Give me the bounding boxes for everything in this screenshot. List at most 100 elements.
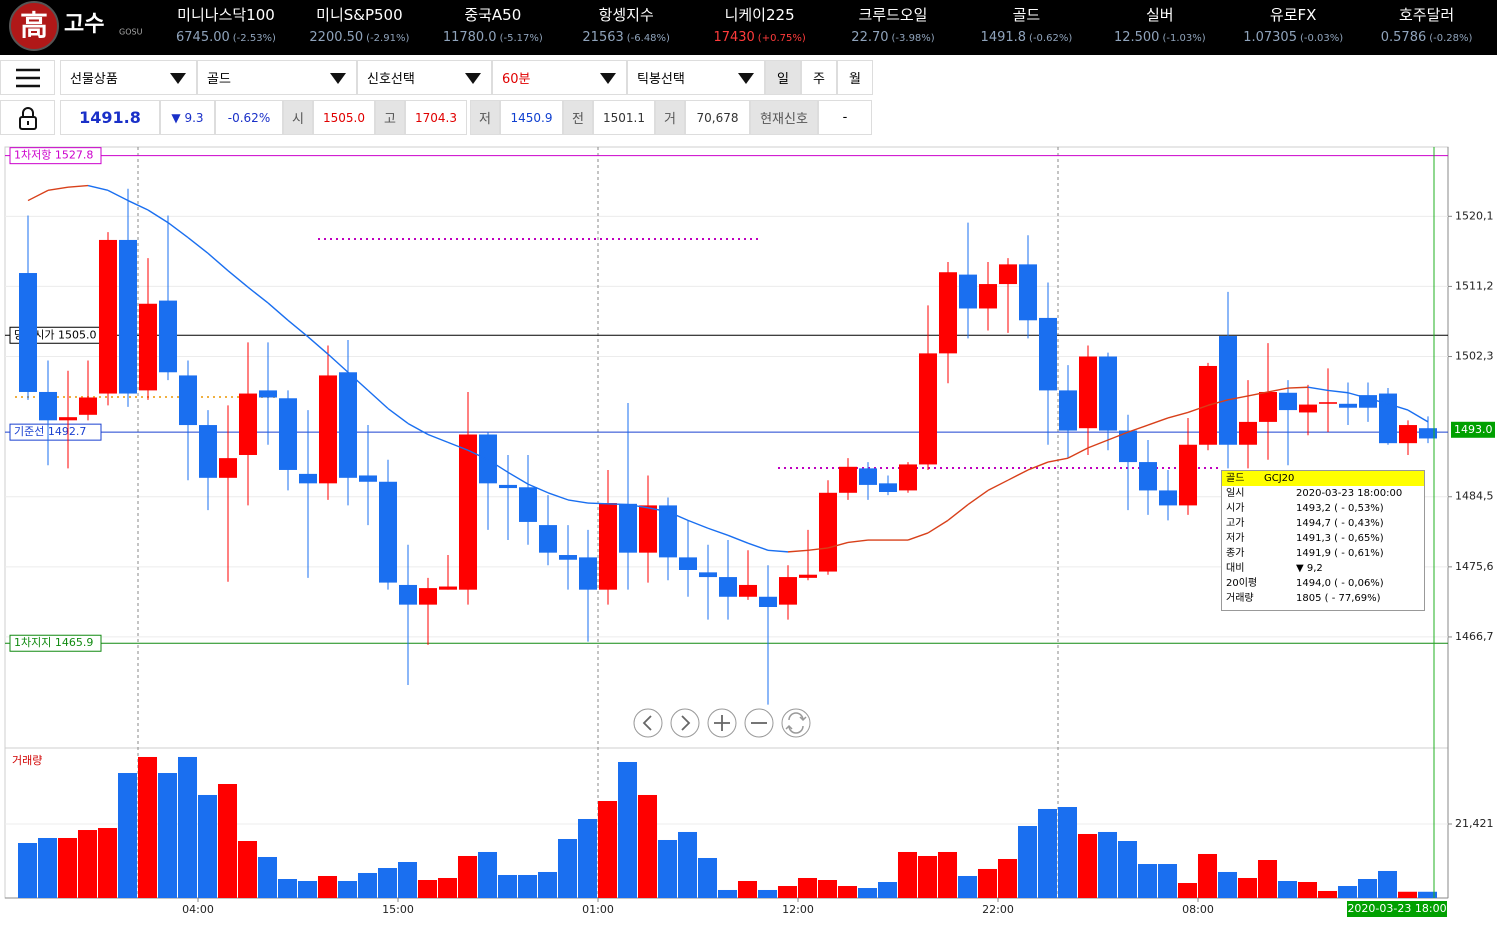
volume-bar [38, 837, 57, 898]
select-box[interactable]: 골드 [197, 60, 357, 95]
candle-body [839, 466, 857, 493]
period-button[interactable]: 일 [765, 60, 801, 95]
ticker[interactable]: 미니S&P500 2200.50 (-2.91%) [294, 4, 424, 45]
candle-body [779, 577, 797, 605]
candle-body [239, 393, 257, 455]
volume-bar [198, 794, 217, 898]
zoom-in-button[interactable] [707, 708, 737, 738]
volume-bar [978, 868, 997, 898]
ticker[interactable]: 중국A50 11780.0 (-5.17%) [428, 4, 558, 45]
ticker[interactable]: 항셍지수 21563 (-6.48%) [561, 4, 691, 45]
ma-segment [67, 184, 89, 188]
ma-segment [807, 547, 829, 551]
ma-segment [1247, 391, 1269, 397]
ticker-bar: 高 고수 GOSU 미니나스닥100 6745.00 (-2.53%) 미니S&P50… [0, 0, 1497, 55]
ma-segment [707, 527, 729, 536]
ma-segment [167, 222, 189, 239]
candle-body [1059, 390, 1077, 431]
ma-segment [1047, 457, 1069, 463]
candle-body [559, 555, 577, 560]
ticker-name: 골드 [1012, 6, 1041, 24]
cursor-time: 2020-03-23 18:00 [1347, 902, 1446, 915]
candle-body [1379, 393, 1397, 444]
ticker-name: 항셍지수 [598, 6, 654, 24]
ma-segment [287, 319, 309, 338]
volume-bar [298, 881, 317, 898]
candle-body [19, 273, 37, 392]
volume-bar [278, 878, 297, 898]
ticker[interactable]: 실버 12.500 (-1.03%) [1095, 4, 1225, 45]
logo[interactable]: 高 고수 GOSU [0, 0, 160, 55]
select-box[interactable]: 60분 [492, 60, 627, 95]
ticker[interactable]: 유로FX 1.07305 (-0.03%) [1228, 4, 1358, 45]
candle-body [459, 434, 477, 590]
candle-body [59, 417, 77, 421]
ticker[interactable]: 미니나스닥100 6745.00 (-2.53%) [161, 4, 291, 45]
select-box[interactable]: 신호선택 [357, 60, 492, 95]
tooltip-value: 1491,9 ( - 0,61%) [1296, 548, 1384, 559]
logo-sub: GOSU [119, 28, 143, 37]
ma-segment [747, 542, 769, 551]
price-change: ▼ 9.3 [160, 100, 215, 135]
menu-button[interactable] [0, 60, 55, 95]
reset-button[interactable] [781, 708, 811, 738]
candle-body [1039, 317, 1057, 391]
volume-bar [1118, 840, 1137, 898]
volume-bar [1078, 833, 1097, 898]
ticker[interactable]: 크루드오일 22.70 (-3.98%) [828, 4, 958, 45]
y-tick-label: 1502,3 [1455, 350, 1494, 363]
field-label: 고 [375, 100, 405, 135]
period-button[interactable]: 주 [801, 60, 837, 95]
volume-bar [778, 886, 797, 898]
ma-segment [1227, 395, 1249, 401]
ticker[interactable]: 호주달러 0.5786 (-0.28%) [1362, 4, 1492, 45]
y-tick-label: 1484,5 [1455, 490, 1494, 503]
period-button[interactable]: 월 [837, 60, 873, 95]
volume-bar [1298, 882, 1317, 898]
ma-segment [1067, 447, 1089, 459]
ma-segment [447, 441, 469, 451]
volume-bar [1318, 890, 1337, 898]
ticker[interactable]: 골드 1491.8 (-0.62%) [961, 4, 1091, 45]
ma-segment [347, 371, 369, 391]
ma-segment [247, 286, 269, 304]
candle-body [759, 596, 777, 608]
ticker-change: (-6.48%) [626, 33, 670, 44]
candle-body [399, 584, 417, 605]
candle-body [1019, 264, 1037, 321]
candle-body [659, 505, 677, 558]
ticker[interactable]: 니케이225 17430 (+0.75%) [695, 4, 825, 45]
prev-button[interactable] [633, 708, 663, 738]
volume-bar [618, 761, 637, 898]
zoom-out-button[interactable] [744, 708, 774, 738]
grid [5, 215, 1448, 825]
tooltip-label: 일시 [1226, 488, 1245, 499]
volume-bar [1178, 883, 1197, 898]
tooltip-row: 시가 1493,2 ( - 0,53%) [1222, 501, 1424, 516]
select-box[interactable]: 틱봉선택 [627, 60, 765, 95]
x-tick-label: 08:00 [1182, 903, 1214, 916]
level-label: 기준선 1492.7 [14, 425, 86, 438]
ma-segment [107, 189, 129, 202]
lock-button[interactable] [0, 100, 55, 135]
level-label: 1차지지 1465.9 [14, 636, 93, 649]
volume-bar [438, 877, 457, 898]
tooltip-row: 고가 1494,7 ( - 0,43%) [1222, 516, 1424, 531]
level-label-box [9, 634, 102, 652]
ma-segment [1027, 461, 1049, 471]
next-button[interactable] [670, 708, 700, 738]
candle-body [479, 434, 497, 484]
volume-bar [798, 877, 817, 898]
ma-segment [47, 186, 69, 192]
volume-bar [1058, 807, 1077, 898]
select-box[interactable]: 선물상품 [60, 60, 197, 95]
field-label: 시 [283, 100, 313, 135]
volume-bar [1138, 864, 1157, 898]
ticker-price: 2200.50 [309, 30, 364, 45]
ma-segment [307, 336, 329, 355]
volume-bar [138, 756, 157, 898]
logo-mark: 高 [20, 9, 48, 42]
candle-body [619, 503, 637, 553]
candle-body [159, 300, 177, 373]
